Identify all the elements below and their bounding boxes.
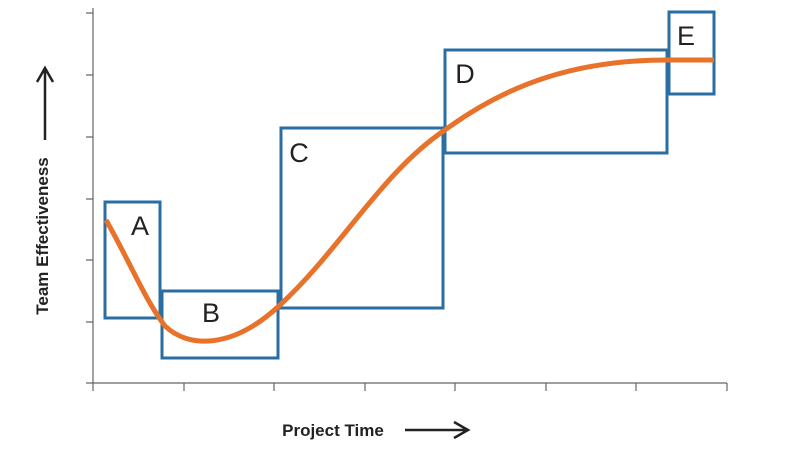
- x-arrow: [405, 420, 471, 440]
- stage-box: [443, 48, 669, 155]
- stage-box: [103, 200, 162, 320]
- y-axis-label: Team Effectiveness: [33, 157, 52, 314]
- y-arrow: [35, 65, 55, 140]
- stage-label: E: [677, 21, 695, 51]
- stage-label: B: [202, 298, 220, 328]
- stage-label: A: [131, 211, 149, 241]
- stage-box: [667, 10, 716, 96]
- stage-boxes: [103, 10, 716, 360]
- stage-label: D: [455, 59, 475, 89]
- stage-box: [279, 126, 445, 310]
- axes: [86, 8, 728, 391]
- effectiveness-curve: [103, 57, 714, 344]
- stage-label: C: [289, 138, 309, 168]
- y-ticks: [86, 12, 93, 384]
- x-axis-label: Project Time: [282, 421, 384, 440]
- x-ticks: [92, 383, 728, 391]
